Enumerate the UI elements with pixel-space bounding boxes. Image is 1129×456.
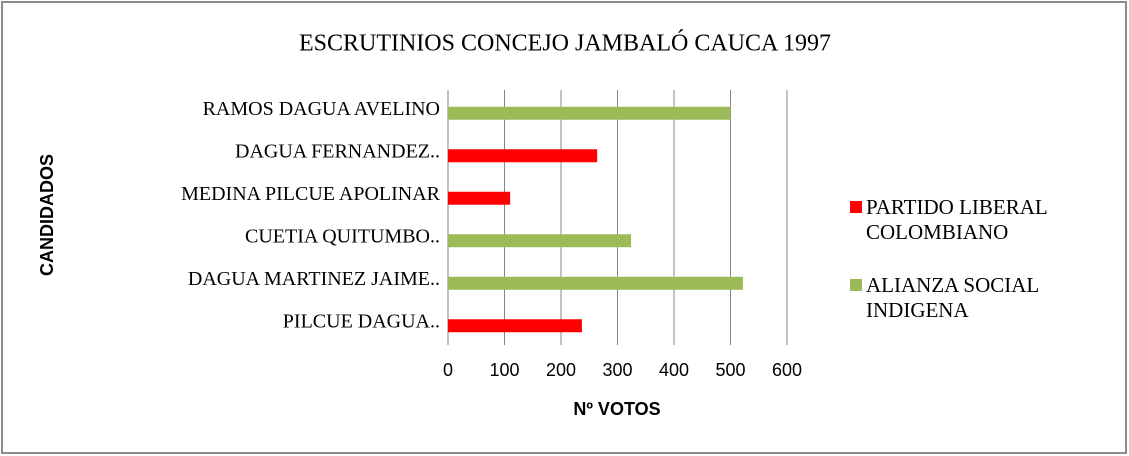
y-tick-label: MEDINA PILCUE APOLINAR [181,183,441,205]
legend-swatch [850,201,862,213]
y-tick-label: DAGUA FERNANDEZ.. [235,140,440,162]
y-axis-title: CANDIDADOS [37,154,57,276]
x-tick-label: 500 [715,360,745,380]
y-tick-label: RAMOS DAGUA AVELINO [203,98,440,120]
x-tick-label: 300 [602,360,632,380]
y-tick-label: CUETIA QUITUMBO.. [245,225,440,247]
x-tick-label: 400 [659,360,689,380]
legend-label: PARTIDO LIBERAL COLOMBIANO [866,195,1047,244]
x-tick-label: 600 [772,360,802,380]
x-tick-label: 200 [546,360,576,380]
bar [448,234,632,248]
bar [448,191,511,205]
bar [448,276,743,290]
y-tick-label: DAGUA MARTINEZ JAIME.. [188,268,440,290]
y-tick-label: PILCUE DAGUA.. [283,310,440,332]
legend-label: ALIANZA SOCIAL INDIGENA [866,273,1039,322]
x-tick-label: 0 [443,360,453,380]
x-axis-title: Nº VOTOS [573,399,660,419]
x-tick-label: 100 [489,360,519,380]
chart-title: ESCRUTINIOS CONCEJO JAMBALÓ CAUCA 1997 [299,30,831,57]
bar [448,319,582,333]
bar [448,149,598,163]
bar [448,106,731,120]
legend-swatch [850,279,862,291]
